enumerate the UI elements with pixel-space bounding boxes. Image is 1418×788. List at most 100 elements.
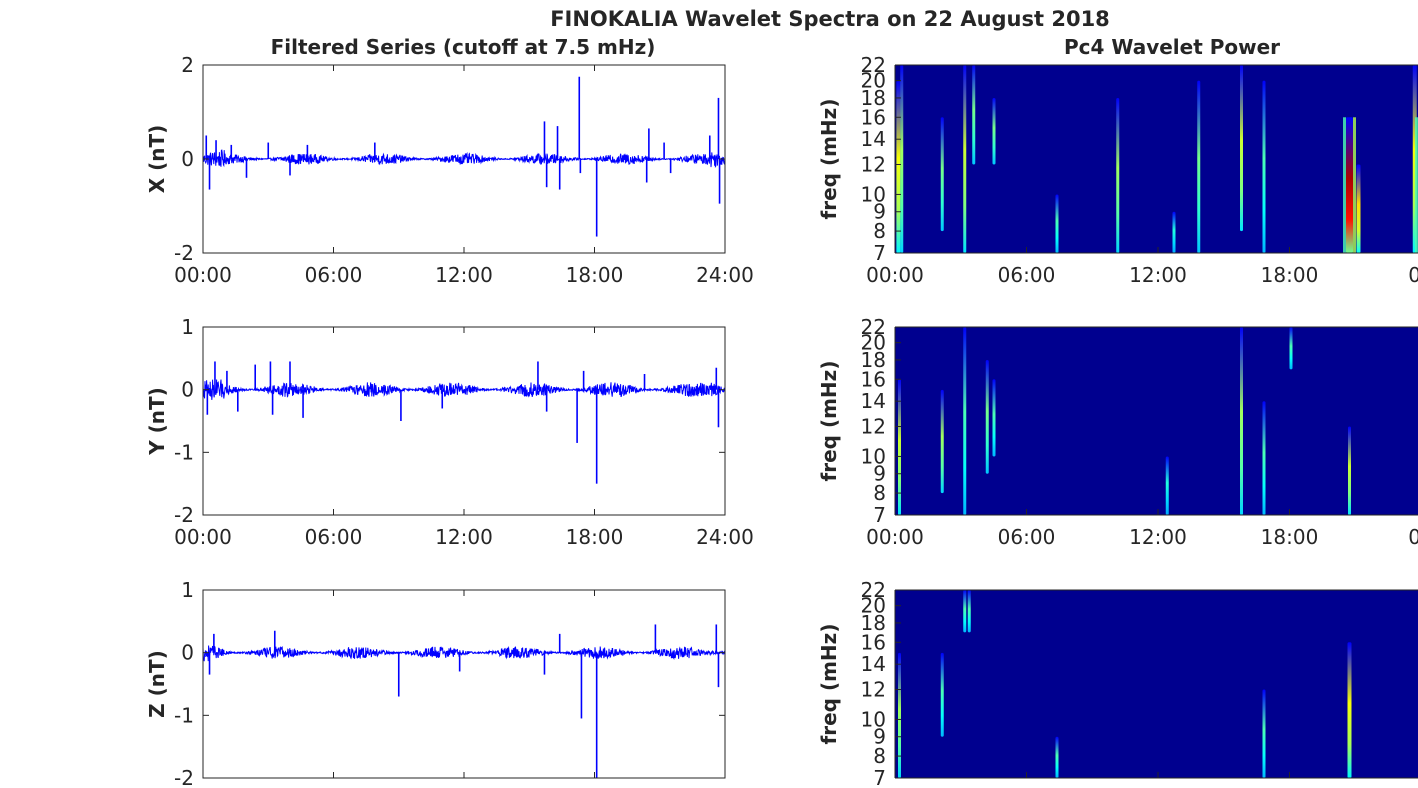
- y-tick-label: 8: [873, 481, 886, 505]
- series-group: [203, 624, 725, 778]
- power-streak: [940, 652, 944, 737]
- y-tick-label: 22: [861, 578, 886, 602]
- y-axis-label: Z (nT): [145, 650, 169, 718]
- y-tick-label: 22: [861, 315, 886, 339]
- x-tick-label: 24:00: [696, 525, 754, 549]
- y-tick-label: 14: [861, 127, 886, 151]
- power-streak: [900, 65, 904, 253]
- y-tick-label: -2: [174, 503, 194, 527]
- power-streak: [1262, 401, 1266, 515]
- x-tick-label: 06:00: [305, 263, 363, 287]
- y-tick-label: 10: [861, 444, 886, 468]
- x-tick-label: 00:00: [174, 525, 232, 549]
- y-tick-label: 9: [873, 725, 886, 749]
- power-streak: [898, 652, 901, 778]
- power-streak-halo: [1343, 117, 1346, 253]
- power-streak: [898, 379, 901, 515]
- y-tick-label: 20: [861, 69, 886, 93]
- y-tick-label: 12: [861, 415, 886, 439]
- x-tick-label: 00:00: [174, 263, 232, 287]
- x-tick-label: 18:00: [566, 525, 624, 549]
- y-tick-label: 10: [861, 182, 886, 206]
- y-component-line-chart: -2 -1 0 1 00:00 06:00 12:00 18:00 24:00 Y (nT): [145, 315, 754, 549]
- y-tick-label: 8: [873, 744, 886, 768]
- y-axis-label: Y (nT): [145, 387, 169, 456]
- heatmap-background: [895, 327, 1418, 515]
- y-axis-label: X (nT): [145, 125, 169, 194]
- y-tick-label: 9: [873, 462, 886, 486]
- x-tick-label: 12:00: [435, 525, 493, 549]
- power-streak: [1356, 164, 1361, 253]
- power-streak: [1347, 642, 1352, 778]
- heatmap-background: [895, 590, 1418, 778]
- y-tick-label: 0: [181, 641, 194, 665]
- power-streak: [1197, 80, 1201, 253]
- power-streak: [963, 327, 967, 515]
- x-tick-label: 00:00: [866, 263, 924, 287]
- x-tick-label: 18:00: [1261, 525, 1319, 549]
- power-streak: [1346, 117, 1353, 253]
- power-streak: [1348, 426, 1351, 515]
- power-streak: [972, 65, 976, 165]
- x-tick-label: 18:00: [1261, 263, 1319, 287]
- power-streak: [1055, 194, 1059, 253]
- x-tick-label: 06:00: [998, 263, 1056, 287]
- right-column-title: Pc4 Wavelet Power: [1064, 35, 1280, 59]
- y-tick-label: 20: [861, 331, 886, 355]
- y-tick-label: -2: [174, 766, 194, 788]
- power-streak: [963, 65, 967, 253]
- y-tick-label: 18: [861, 611, 886, 635]
- y-tick-label: 0: [181, 147, 194, 171]
- y-tick-label: 16: [861, 367, 886, 391]
- z-component-line-chart: -2 -1 0 1 Z (nT): [145, 578, 726, 788]
- y-axis-label: freq (mHz): [817, 624, 841, 745]
- power-streak: [896, 80, 901, 253]
- x-tick-label: 18:00: [566, 263, 624, 287]
- power-streak: [985, 359, 989, 474]
- figure-title: FINOKALIA Wavelet Spectra on 22 August 2…: [550, 7, 1110, 31]
- power-streak: [1262, 80, 1266, 253]
- y-tick-label: 18: [861, 86, 886, 110]
- power-streak: [940, 389, 944, 494]
- x-tick-label: 12:00: [1129, 263, 1187, 287]
- y-tick-label: 7: [873, 766, 886, 788]
- y-tick-label: 16: [861, 105, 886, 129]
- plot-area: [203, 327, 725, 515]
- x-tick-label: 06:00: [305, 525, 363, 549]
- power-streak: [992, 379, 996, 457]
- heat-layer: [895, 327, 1418, 515]
- y-tick-label: 9: [873, 200, 886, 224]
- series-group: [203, 361, 725, 484]
- series-group: [203, 76, 725, 237]
- x-tick-label: 00: [1408, 525, 1418, 549]
- y-tick-label: 1: [181, 315, 194, 339]
- y-tick-label: -1: [174, 703, 194, 727]
- x-tick-label: 12:00: [1129, 525, 1187, 549]
- x-tick-label: 24:00: [696, 263, 754, 287]
- power-streak: [963, 590, 967, 633]
- power-streak: [992, 97, 996, 165]
- y-tick-label: 0: [181, 378, 194, 402]
- y-tick-label: 16: [861, 630, 886, 654]
- heat-layer: [895, 65, 1418, 253]
- power-streak: [1262, 689, 1266, 778]
- heat-layer: [895, 590, 1418, 778]
- power-streak: [1172, 211, 1176, 253]
- y-tick-label: -1: [174, 440, 194, 464]
- power-streak: [940, 117, 944, 232]
- power-streak: [1055, 736, 1059, 778]
- y-tick-label: 12: [861, 153, 886, 177]
- y-tick-label: -2: [174, 241, 194, 265]
- plot-area: [203, 590, 725, 778]
- power-streak: [1240, 327, 1243, 515]
- power-streak: [1116, 97, 1120, 253]
- y-tick-label: 7: [873, 241, 886, 265]
- y-tick-label: 2: [181, 53, 194, 77]
- power-streak-halo: [1353, 117, 1356, 253]
- x-tick-label: 00: [1408, 263, 1418, 287]
- power-streak: [1165, 456, 1169, 515]
